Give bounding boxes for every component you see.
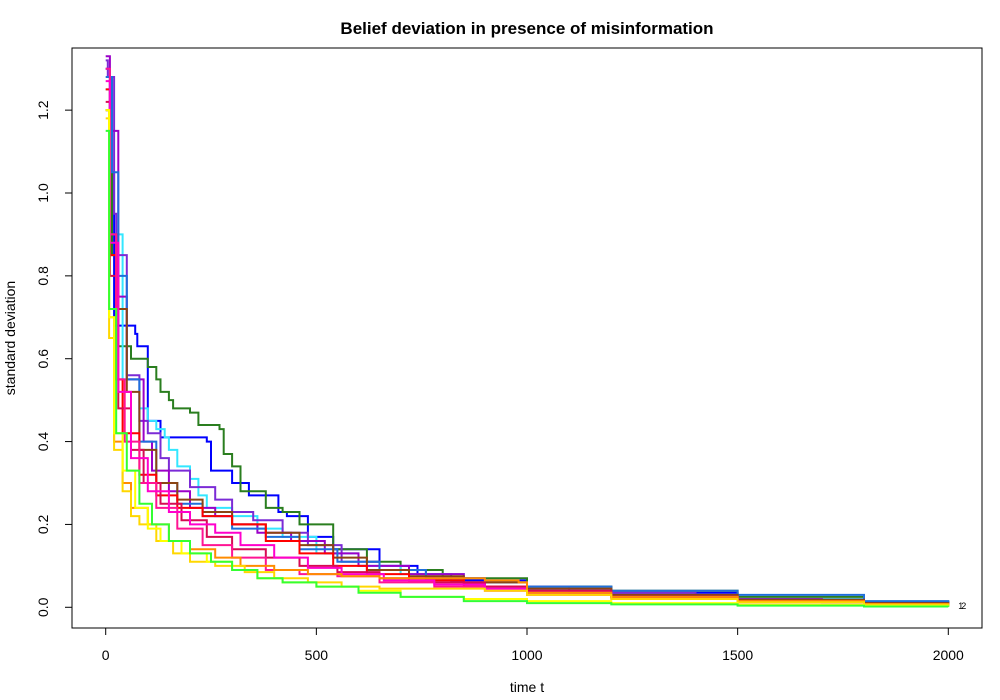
- y-tick-label: 0.8: [35, 266, 51, 286]
- y-tick-label: 1.0: [35, 183, 51, 203]
- x-tick-label: 2000: [933, 647, 964, 663]
- x-axis-label: time t: [510, 679, 544, 695]
- x-tick-label: 1000: [511, 647, 542, 663]
- y-tick-label: 1.2: [35, 100, 51, 120]
- y-tick-label: 0.4: [35, 432, 51, 452]
- plot-frame: [71, 47, 983, 629]
- y-tick-label: 0.2: [35, 514, 51, 534]
- x-tick-label: 1500: [722, 647, 753, 663]
- series-line-12: [105, 109, 950, 606]
- y-tick-label: 0.6: [35, 349, 51, 369]
- x-axis: 0 500 1000 1500 2000: [102, 628, 964, 663]
- series-line-15: [105, 129, 950, 608]
- series-line-9: [105, 100, 950, 606]
- series-lines: [105, 55, 950, 608]
- end-labels: 12: [958, 601, 966, 611]
- y-tick-label: 0.0: [35, 597, 51, 617]
- y-axis-label: standard deviation: [2, 281, 18, 395]
- series-line-2: [105, 109, 950, 605]
- y-axis: 0.0 0.2 0.4 0.6 0.8 1.0 1.2: [35, 100, 72, 617]
- x-tick-label: 0: [102, 647, 110, 663]
- series-line-13: [105, 117, 950, 606]
- series-line-7: [105, 109, 950, 605]
- end-label: 1: [958, 601, 963, 611]
- end-label: 2: [961, 601, 966, 611]
- x-tick-label: 500: [305, 647, 329, 663]
- chart-title: Belief deviation in presence of misinfor…: [340, 19, 713, 38]
